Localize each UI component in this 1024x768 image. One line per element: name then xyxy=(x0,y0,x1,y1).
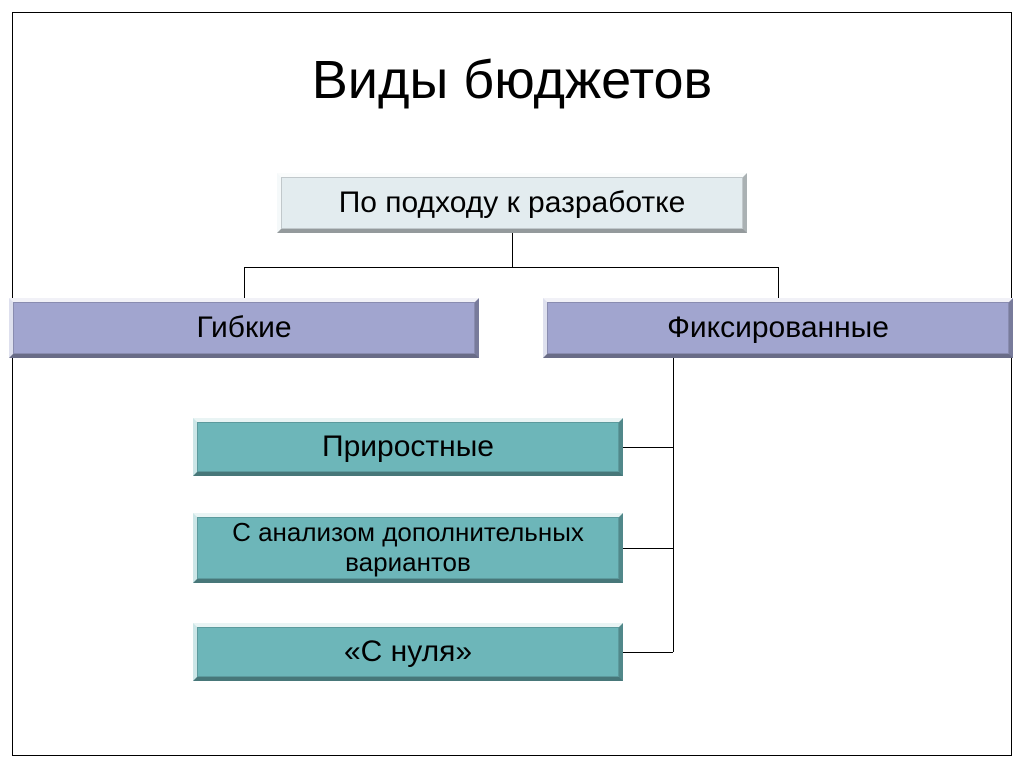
node-root-label: По подходу к разработке xyxy=(339,186,686,221)
node-flexible-label: Гибкие xyxy=(196,311,291,346)
node-root: По подходу к разработке xyxy=(277,173,747,233)
slide-frame: Виды бюджетов По подходу к разработке Ги… xyxy=(12,12,1012,756)
node-fixed-label: Фиксированные xyxy=(667,311,889,346)
slide-title: Виды бюджетов xyxy=(13,49,1011,111)
node-from-scratch: «С нуля» xyxy=(193,623,623,681)
node-flexible: Гибкие xyxy=(9,298,479,358)
node-variant-analysis: С анализом дополнительных вариантов xyxy=(193,513,623,583)
node-incremental-label: Приростные xyxy=(322,430,494,465)
node-fixed: Фиксированные xyxy=(543,298,1013,358)
node-incremental: Приростные xyxy=(193,418,623,476)
node-from-scratch-label: «С нуля» xyxy=(344,635,472,670)
node-variant-analysis-label: С анализом дополнительных вариантов xyxy=(207,518,609,578)
